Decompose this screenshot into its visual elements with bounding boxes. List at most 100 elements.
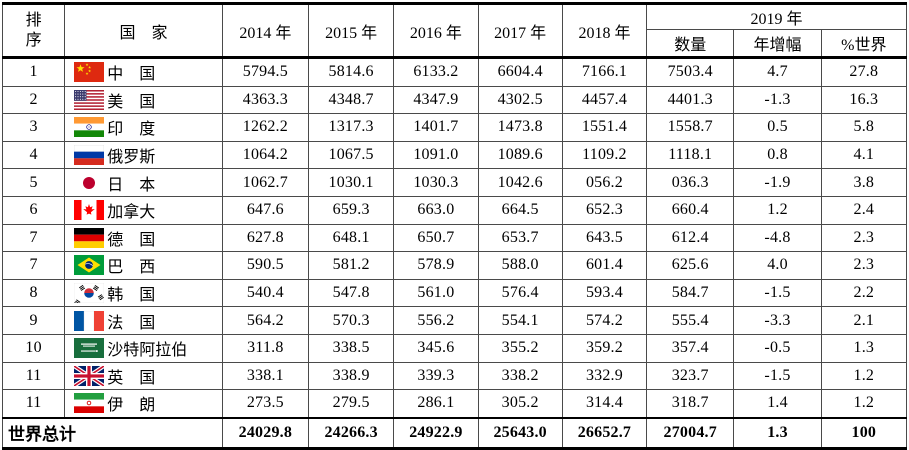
value-cell: 1067.5 <box>307 140 395 170</box>
value-cell: 273.5 <box>221 389 310 419</box>
value-cell: 1262.2 <box>221 113 310 142</box>
germany-flag-icon <box>74 227 105 248</box>
country-name: 伊 朗 <box>107 397 156 415</box>
value-cell: 4457.4 <box>561 85 648 115</box>
table-row: 2 美 国 4363.3 4348.7 4347.9 4302.5 4457.4 4401.3… <box>1 85 908 115</box>
value-cell: 1091.0 <box>393 140 479 170</box>
rank-cell: 1 <box>1 57 66 87</box>
value-cell: 578.9 <box>393 251 479 280</box>
value-cell: 2.3 <box>820 223 908 253</box>
total-label-cell: 世界总计 <box>2 416 223 449</box>
value-cell: 625.6 <box>646 251 735 280</box>
value-cell: 590.5 <box>221 251 310 280</box>
china-flag-icon <box>74 62 105 83</box>
value-cell: 570.3 <box>307 306 395 335</box>
value-cell: 359.2 <box>561 333 648 363</box>
value-cell: 286.1 <box>393 389 479 419</box>
value-cell: 357.4 <box>646 333 735 363</box>
table-row: 3 印 度 1262.2 1317.3 1401.7 1473.8 1551.4 1558.7… <box>1 113 908 142</box>
value-cell: 556.2 <box>393 306 479 335</box>
table-row: 1 中 国 5794.5 5814.6 6133.2 6604.4 7166.1 7503.4… <box>1 57 908 87</box>
header-year-2015: 2015 年 <box>307 3 395 59</box>
table-row: 4 俄罗斯 1064.2 1067.5 1091.0 1089.6 1109.2 1118.1… <box>1 140 908 170</box>
value-cell: 2.4 <box>820 195 908 225</box>
country-cell: 沙特阿拉伯 <box>64 333 223 363</box>
country-name: 日 本 <box>107 176 156 194</box>
header-annual-growth: 年增幅 <box>733 29 822 59</box>
value-cell: 581.2 <box>307 251 395 280</box>
value-cell: 27.8 <box>820 57 908 87</box>
value-cell: 036.3 <box>646 168 735 197</box>
rank-cell: 10 <box>1 333 66 363</box>
header-quantity: 数量 <box>646 29 735 59</box>
total-value-cell: 27004.7 <box>646 416 735 449</box>
total-value-cell: 100 <box>820 416 908 449</box>
country-cell: 加拿大 <box>64 195 223 225</box>
total-value-cell: 26652.7 <box>561 416 648 449</box>
value-cell: 305.2 <box>477 389 563 419</box>
value-cell: 1062.7 <box>221 168 310 197</box>
value-cell: 659.3 <box>307 195 395 225</box>
value-cell: 4363.3 <box>221 85 310 115</box>
header-year-2019-group: 2019 年 <box>646 3 907 30</box>
table-row: 11 英 国 338.1 338.9 339.3 338.2 332.9 323.7 -1.5 1… <box>1 361 908 391</box>
value-cell: 576.4 <box>477 278 563 308</box>
country-cell: 法 国 <box>64 306 223 335</box>
value-cell: 6604.4 <box>477 57 563 87</box>
rank-cell: 4 <box>1 140 66 170</box>
south-korea-flag-icon <box>74 283 105 304</box>
country-name: 中 国 <box>107 66 156 84</box>
value-cell: 1558.7 <box>646 113 735 142</box>
country-name: 韩 国 <box>107 287 156 305</box>
table-row: 7 德 国 627.8 648.1 650.7 653.7 643.5 612.4 -4.8 2.… <box>1 223 908 253</box>
country-cell: 德 国 <box>64 223 223 253</box>
value-cell: 601.4 <box>561 251 648 280</box>
value-cell: -0.5 <box>733 333 822 363</box>
header-year-2017: 2017 年 <box>477 3 563 59</box>
value-cell: 1317.3 <box>307 113 395 142</box>
value-cell: 311.8 <box>221 333 310 363</box>
value-cell: 345.6 <box>393 333 479 363</box>
country-name: 法 国 <box>107 314 156 332</box>
value-cell: 584.7 <box>646 278 735 308</box>
value-cell: 627.8 <box>221 223 310 253</box>
value-cell: 338.9 <box>307 361 395 391</box>
value-cell: 4302.5 <box>477 85 563 115</box>
value-cell: 16.3 <box>820 85 908 115</box>
table-row: 8 韩 国 540.4 547.8 561.0 576.4 593.4 584.7 -1.5 2.… <box>1 278 908 308</box>
header-pct-world: %世界 <box>820 29 908 59</box>
value-cell: 1551.4 <box>561 113 648 142</box>
value-cell: 355.2 <box>477 333 563 363</box>
brazil-flag-icon <box>74 255 105 276</box>
value-cell: -1.3 <box>733 85 822 115</box>
total-value-cell: 25643.0 <box>477 416 563 449</box>
value-cell: 7503.4 <box>646 57 735 87</box>
value-cell: 2.3 <box>820 251 908 280</box>
value-cell: 547.8 <box>307 278 395 308</box>
table-row: 10 沙特阿拉伯 311.8 338.5 345.6 355.2 359.2 357.4 -0.… <box>1 333 908 363</box>
value-cell: 1089.6 <box>477 140 563 170</box>
header-year-2014: 2014 年 <box>221 3 310 59</box>
value-cell: 648.1 <box>307 223 395 253</box>
country-cell: 英 国 <box>64 361 223 391</box>
value-cell: 314.4 <box>561 389 648 419</box>
value-cell: 1401.7 <box>393 113 479 142</box>
rank-cell: 7 <box>1 223 66 253</box>
rank-cell: 11 <box>1 361 66 391</box>
header-rank-line1: 排 <box>25 12 42 30</box>
country-cell: 美 国 <box>64 85 223 115</box>
value-cell: 2.1 <box>820 306 908 335</box>
country-name: 加拿大 <box>107 204 156 222</box>
value-cell: 588.0 <box>477 251 563 280</box>
uk-flag-icon <box>74 365 105 386</box>
rank-cell: 11 <box>1 389 66 419</box>
country-name: 英 国 <box>107 369 156 387</box>
iran-flag-icon <box>74 393 105 414</box>
value-cell: 338.1 <box>221 361 310 391</box>
country-cell: 伊 朗 <box>64 389 223 419</box>
total-value-cell: 24029.8 <box>221 416 310 449</box>
value-cell: 663.0 <box>393 195 479 225</box>
value-cell: -1.9 <box>733 168 822 197</box>
value-cell: 643.5 <box>561 223 648 253</box>
country-name: 德 国 <box>107 231 156 249</box>
